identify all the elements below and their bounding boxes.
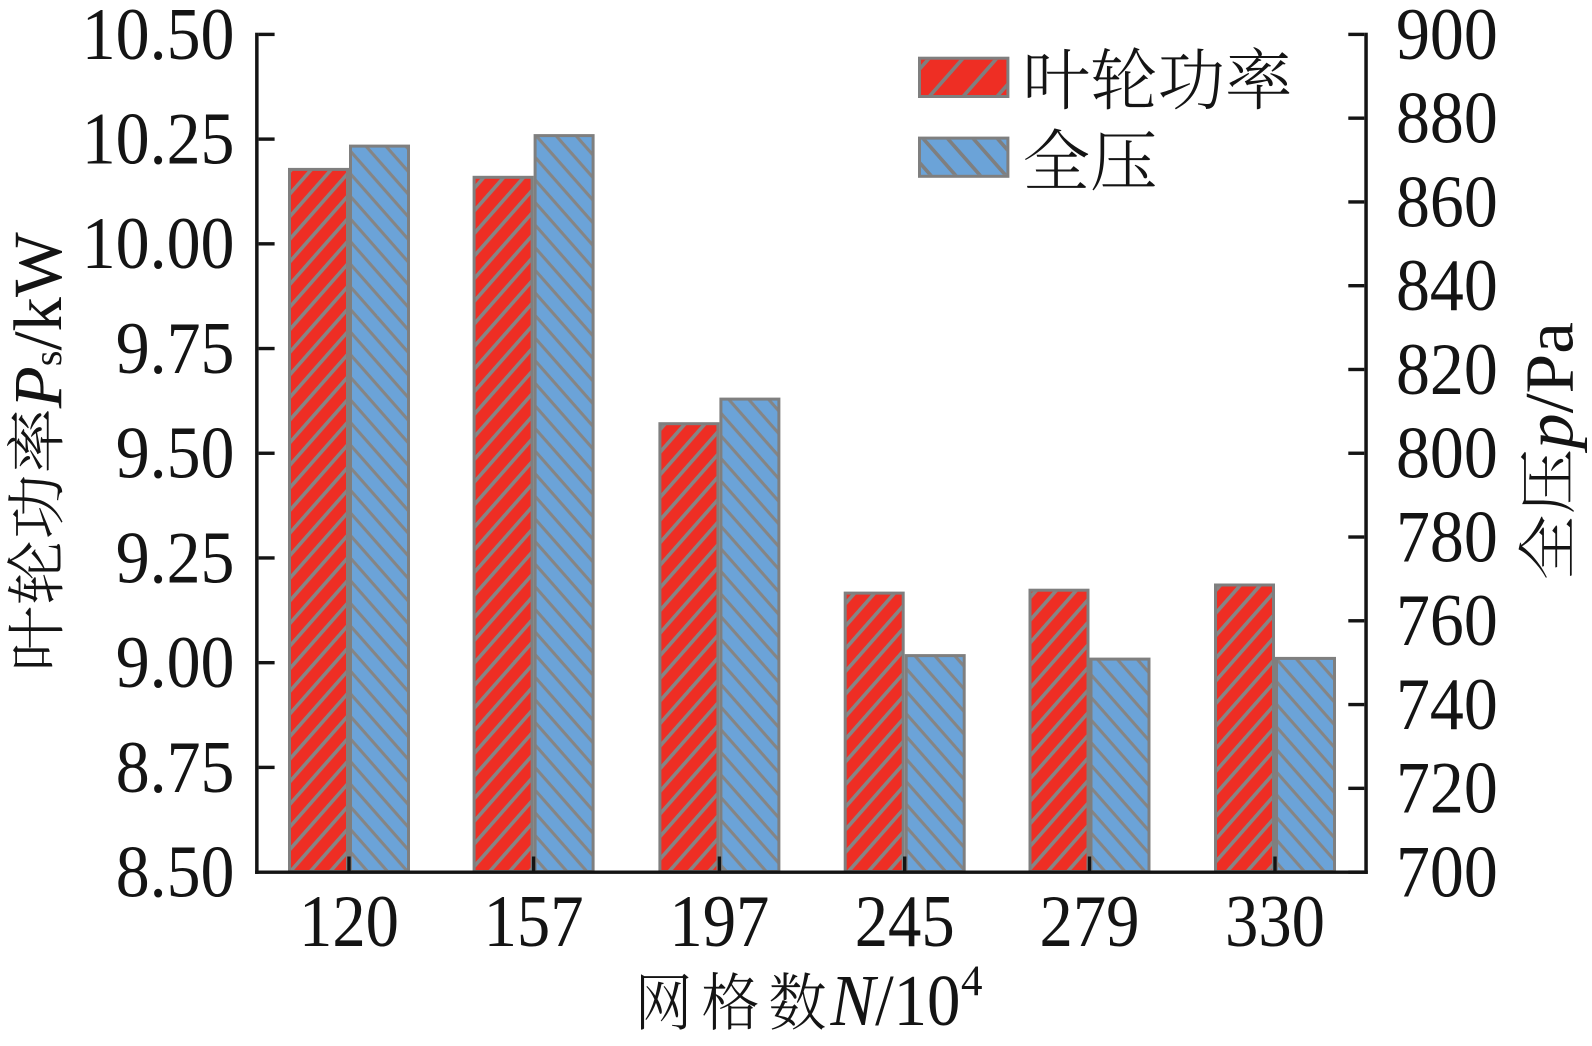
svg-text:900: 900	[1396, 0, 1498, 76]
svg-text:9.25: 9.25	[116, 517, 235, 599]
svg-text:700: 700	[1396, 832, 1498, 914]
svg-text:840: 840	[1396, 245, 1498, 327]
svg-text:Ps/kW: Ps/kW	[0, 232, 77, 409]
svg-text:120: 120	[299, 881, 399, 963]
svg-text:197: 197	[669, 881, 769, 963]
svg-text:245: 245	[855, 881, 955, 963]
svg-text:330: 330	[1225, 881, 1325, 963]
svg-text:10.00: 10.00	[82, 203, 235, 285]
svg-text:820: 820	[1396, 329, 1498, 411]
svg-text:860: 860	[1396, 161, 1498, 243]
svg-text:10.25: 10.25	[82, 99, 235, 181]
svg-text:9.00: 9.00	[116, 622, 235, 704]
svg-text:4: 4	[961, 958, 983, 1005]
svg-text:720: 720	[1396, 748, 1498, 830]
svg-text:740: 740	[1396, 664, 1498, 746]
svg-text:N/10: N/10	[830, 960, 961, 1041]
svg-text:10.50: 10.50	[82, 0, 235, 76]
svg-text:760: 760	[1396, 580, 1498, 662]
svg-text:780: 780	[1396, 496, 1498, 578]
svg-text:157: 157	[484, 881, 584, 963]
svg-text:8.50: 8.50	[116, 832, 235, 914]
svg-text:880: 880	[1396, 78, 1498, 160]
svg-text:279: 279	[1040, 881, 1140, 963]
svg-text:800: 800	[1396, 413, 1498, 495]
svg-text:9.50: 9.50	[116, 413, 235, 495]
svg-text:8.75: 8.75	[116, 727, 235, 809]
svg-text:9.75: 9.75	[116, 308, 235, 390]
svg-text:p/Pa: p/Pa	[1511, 322, 1588, 454]
